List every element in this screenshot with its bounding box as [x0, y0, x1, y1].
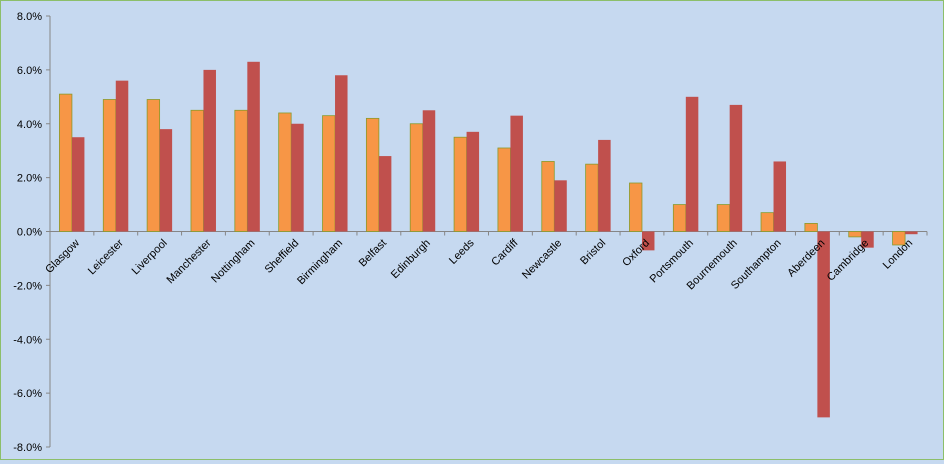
bar-series-1-liverpool [146, 99, 161, 232]
bar-series-2-oxford [641, 231, 655, 251]
x-tick-label: Nottingham [209, 237, 257, 285]
x-tick-label: Newcastle [520, 237, 564, 281]
bar-series-2-newcastle [554, 180, 567, 232]
bar-series-2-cardiff [510, 115, 523, 232]
y-tick-label: 8.0% [17, 11, 42, 23]
bar-series-2-birmingham [335, 75, 348, 232]
bar-series-2-bournemouth [729, 104, 743, 232]
bar-series-2-edinburgh [422, 110, 436, 232]
x-tick-label: Portsmouth [648, 237, 696, 285]
bar-series-1-birmingham [322, 115, 336, 232]
y-tick-label: 0.0% [17, 227, 42, 239]
bar-series-1-london [892, 231, 906, 246]
bar-series-2-belfast [378, 156, 392, 232]
bar-series-2-southampton [773, 161, 787, 232]
x-tick-label: Leicester [86, 237, 126, 277]
tick-labels: 8.0% 6.0% 4.0% 2.0% 0.0% -2.0% -4.0% -6.0% -8.0%… [13, 11, 915, 454]
bars [59, 61, 918, 418]
bar-series-1-cambridge [848, 231, 862, 238]
y-tick-label: -2.0% [13, 280, 42, 292]
bar-series-1-manchester [190, 109, 204, 232]
bar-series-1-oxford [629, 182, 643, 232]
bar-series-2-liverpool [159, 129, 173, 232]
bar-series-1-bristol [585, 163, 599, 232]
bar-series-1-aberdeen [804, 223, 818, 232]
y-tick-label: -4.0% [13, 334, 42, 346]
bar-series-2-aberdeen [817, 231, 830, 418]
bar-series-2-london [905, 231, 918, 235]
bar-series-1-edinburgh [409, 123, 424, 232]
bar-series-1-leeds [453, 136, 467, 232]
x-tick-label: Bristol [578, 237, 608, 267]
y-tick-label: -8.0% [13, 442, 42, 454]
bar-series-1-leicester [102, 99, 117, 232]
bar-series-1-portsmouth [672, 204, 687, 232]
bar-series-2-bristol [598, 139, 611, 232]
bar-series-2-sheffield [291, 123, 304, 232]
y-tick-label: 6.0% [17, 65, 42, 77]
y-tick-label: 4.0% [17, 119, 42, 131]
bar-series-1-belfast [365, 117, 380, 232]
y-tick-label: 2.0% [17, 173, 42, 185]
bar-series-2-leicester [115, 80, 129, 232]
y-tick-label: -6.0% [13, 388, 42, 400]
bar-series-1-southampton [760, 212, 774, 232]
x-tick-label: Sheffield [263, 237, 302, 276]
bar-series-1-glasgow [59, 93, 73, 232]
bar-series-2-glasgow [71, 137, 85, 232]
bar-series-1-cardiff [497, 147, 511, 232]
bar-series-2-cambridge [861, 231, 874, 248]
bar-series-2-portsmouth [685, 96, 699, 232]
x-tick-label: Edinburgh [389, 237, 433, 281]
x-tick-label: Liverpool [130, 237, 170, 277]
x-tick-label: Manchester [164, 237, 213, 286]
axes [46, 15, 928, 448]
x-tick-label: Glasgow [43, 237, 82, 276]
x-tick-label: Cardiff [489, 236, 521, 268]
bar-series-2-manchester [203, 69, 216, 232]
bar-series-1-sheffield [278, 112, 292, 232]
bar-series-1-bournemouth [716, 204, 731, 232]
x-tick-label: Birmingham [295, 237, 345, 287]
bar-series-2-leeds [466, 131, 480, 232]
x-tick-label: Leeds [447, 237, 477, 267]
bar-series-1-nottingham [234, 109, 248, 232]
x-tick-label: Cambridge [825, 237, 872, 284]
bar-series-1-newcastle [541, 161, 555, 232]
x-tick-label: Oxford [620, 237, 652, 269]
x-tick-label: Belfast [357, 237, 389, 269]
bar-series-2-nottingham [247, 61, 260, 232]
